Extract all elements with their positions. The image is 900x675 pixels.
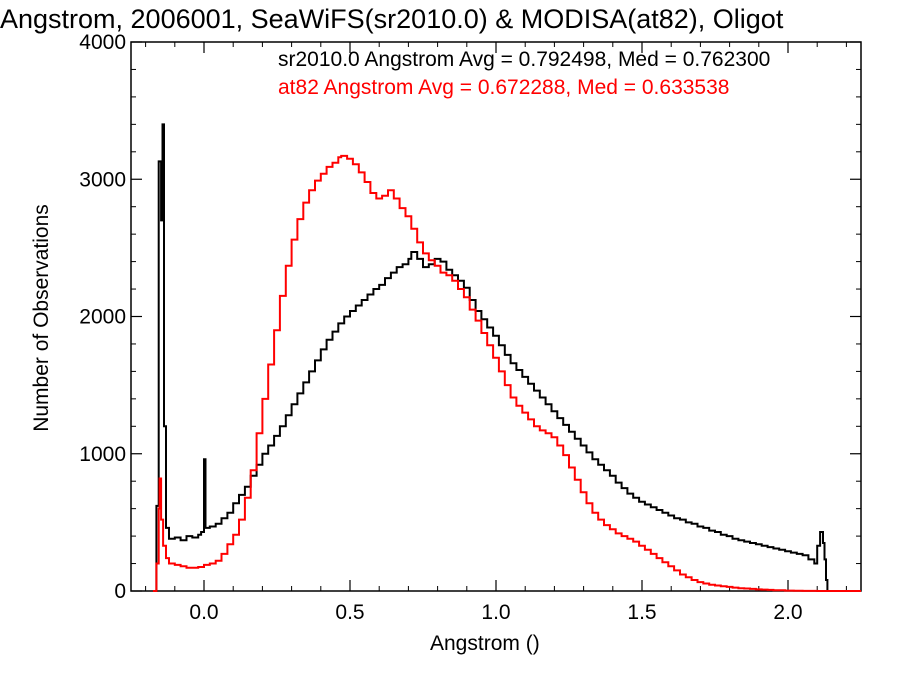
axis-tick-labels: 0.0 0.5 1.0 1.5 2.0 0 1000 2000 3000 4000 [79, 31, 802, 624]
legend-entry-at82: at82 Angstrom Avg = 0.672288, Med = 0.63… [278, 76, 730, 99]
x-tick-label: 2.0 [773, 601, 802, 624]
x-tick-label: 0.5 [335, 601, 364, 624]
series-line-sr2010 [155, 123, 829, 592]
x-tick-label: 1.0 [481, 601, 510, 624]
x-axis-label: Angstrom () [430, 632, 540, 655]
axis-ticks [131, 41, 861, 592]
y-tick-label: 3000 [79, 168, 126, 191]
series-line-at82 [152, 154, 861, 592]
x-tick-label: 0.0 [189, 601, 218, 624]
y-tick-label: 2000 [79, 306, 126, 329]
series-group [152, 123, 861, 592]
x-tick-label: 1.5 [627, 601, 656, 624]
legend-entry-sr2010: sr2010.0 Angstrom Avg = 0.792498, Med = … [278, 48, 771, 71]
y-axis-label: Number of Observations [30, 204, 53, 432]
plot-frame [130, 41, 862, 592]
chart-title: Angstrom, 2006001, SeaWiFS(sr2010.0) & M… [0, 4, 784, 34]
y-tick-label: 4000 [79, 31, 126, 54]
y-tick-label: 0 [114, 580, 126, 603]
y-tick-label: 1000 [79, 443, 126, 466]
